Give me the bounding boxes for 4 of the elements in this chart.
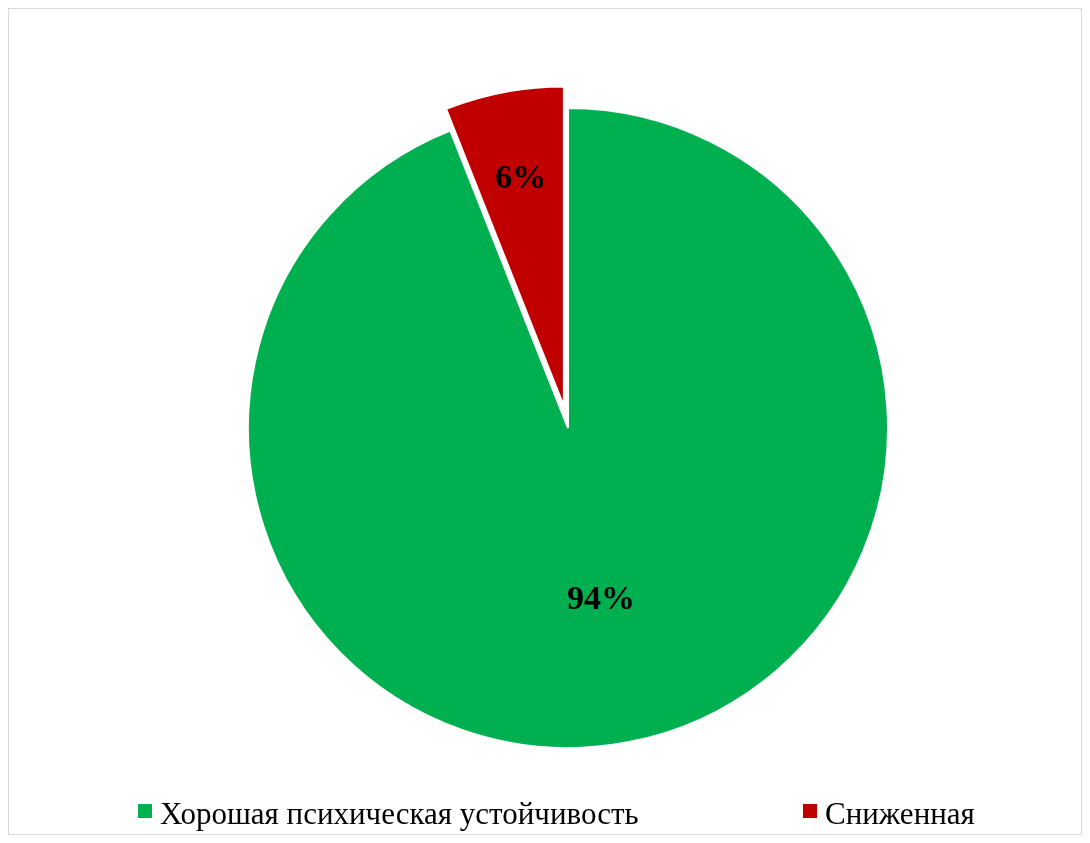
legend-label: Хорошая психическая устойчивость (160, 796, 639, 832)
data-label: 6% (495, 157, 547, 195)
data-label: 94% (566, 578, 635, 616)
legend-label: Сниженная (825, 796, 975, 832)
